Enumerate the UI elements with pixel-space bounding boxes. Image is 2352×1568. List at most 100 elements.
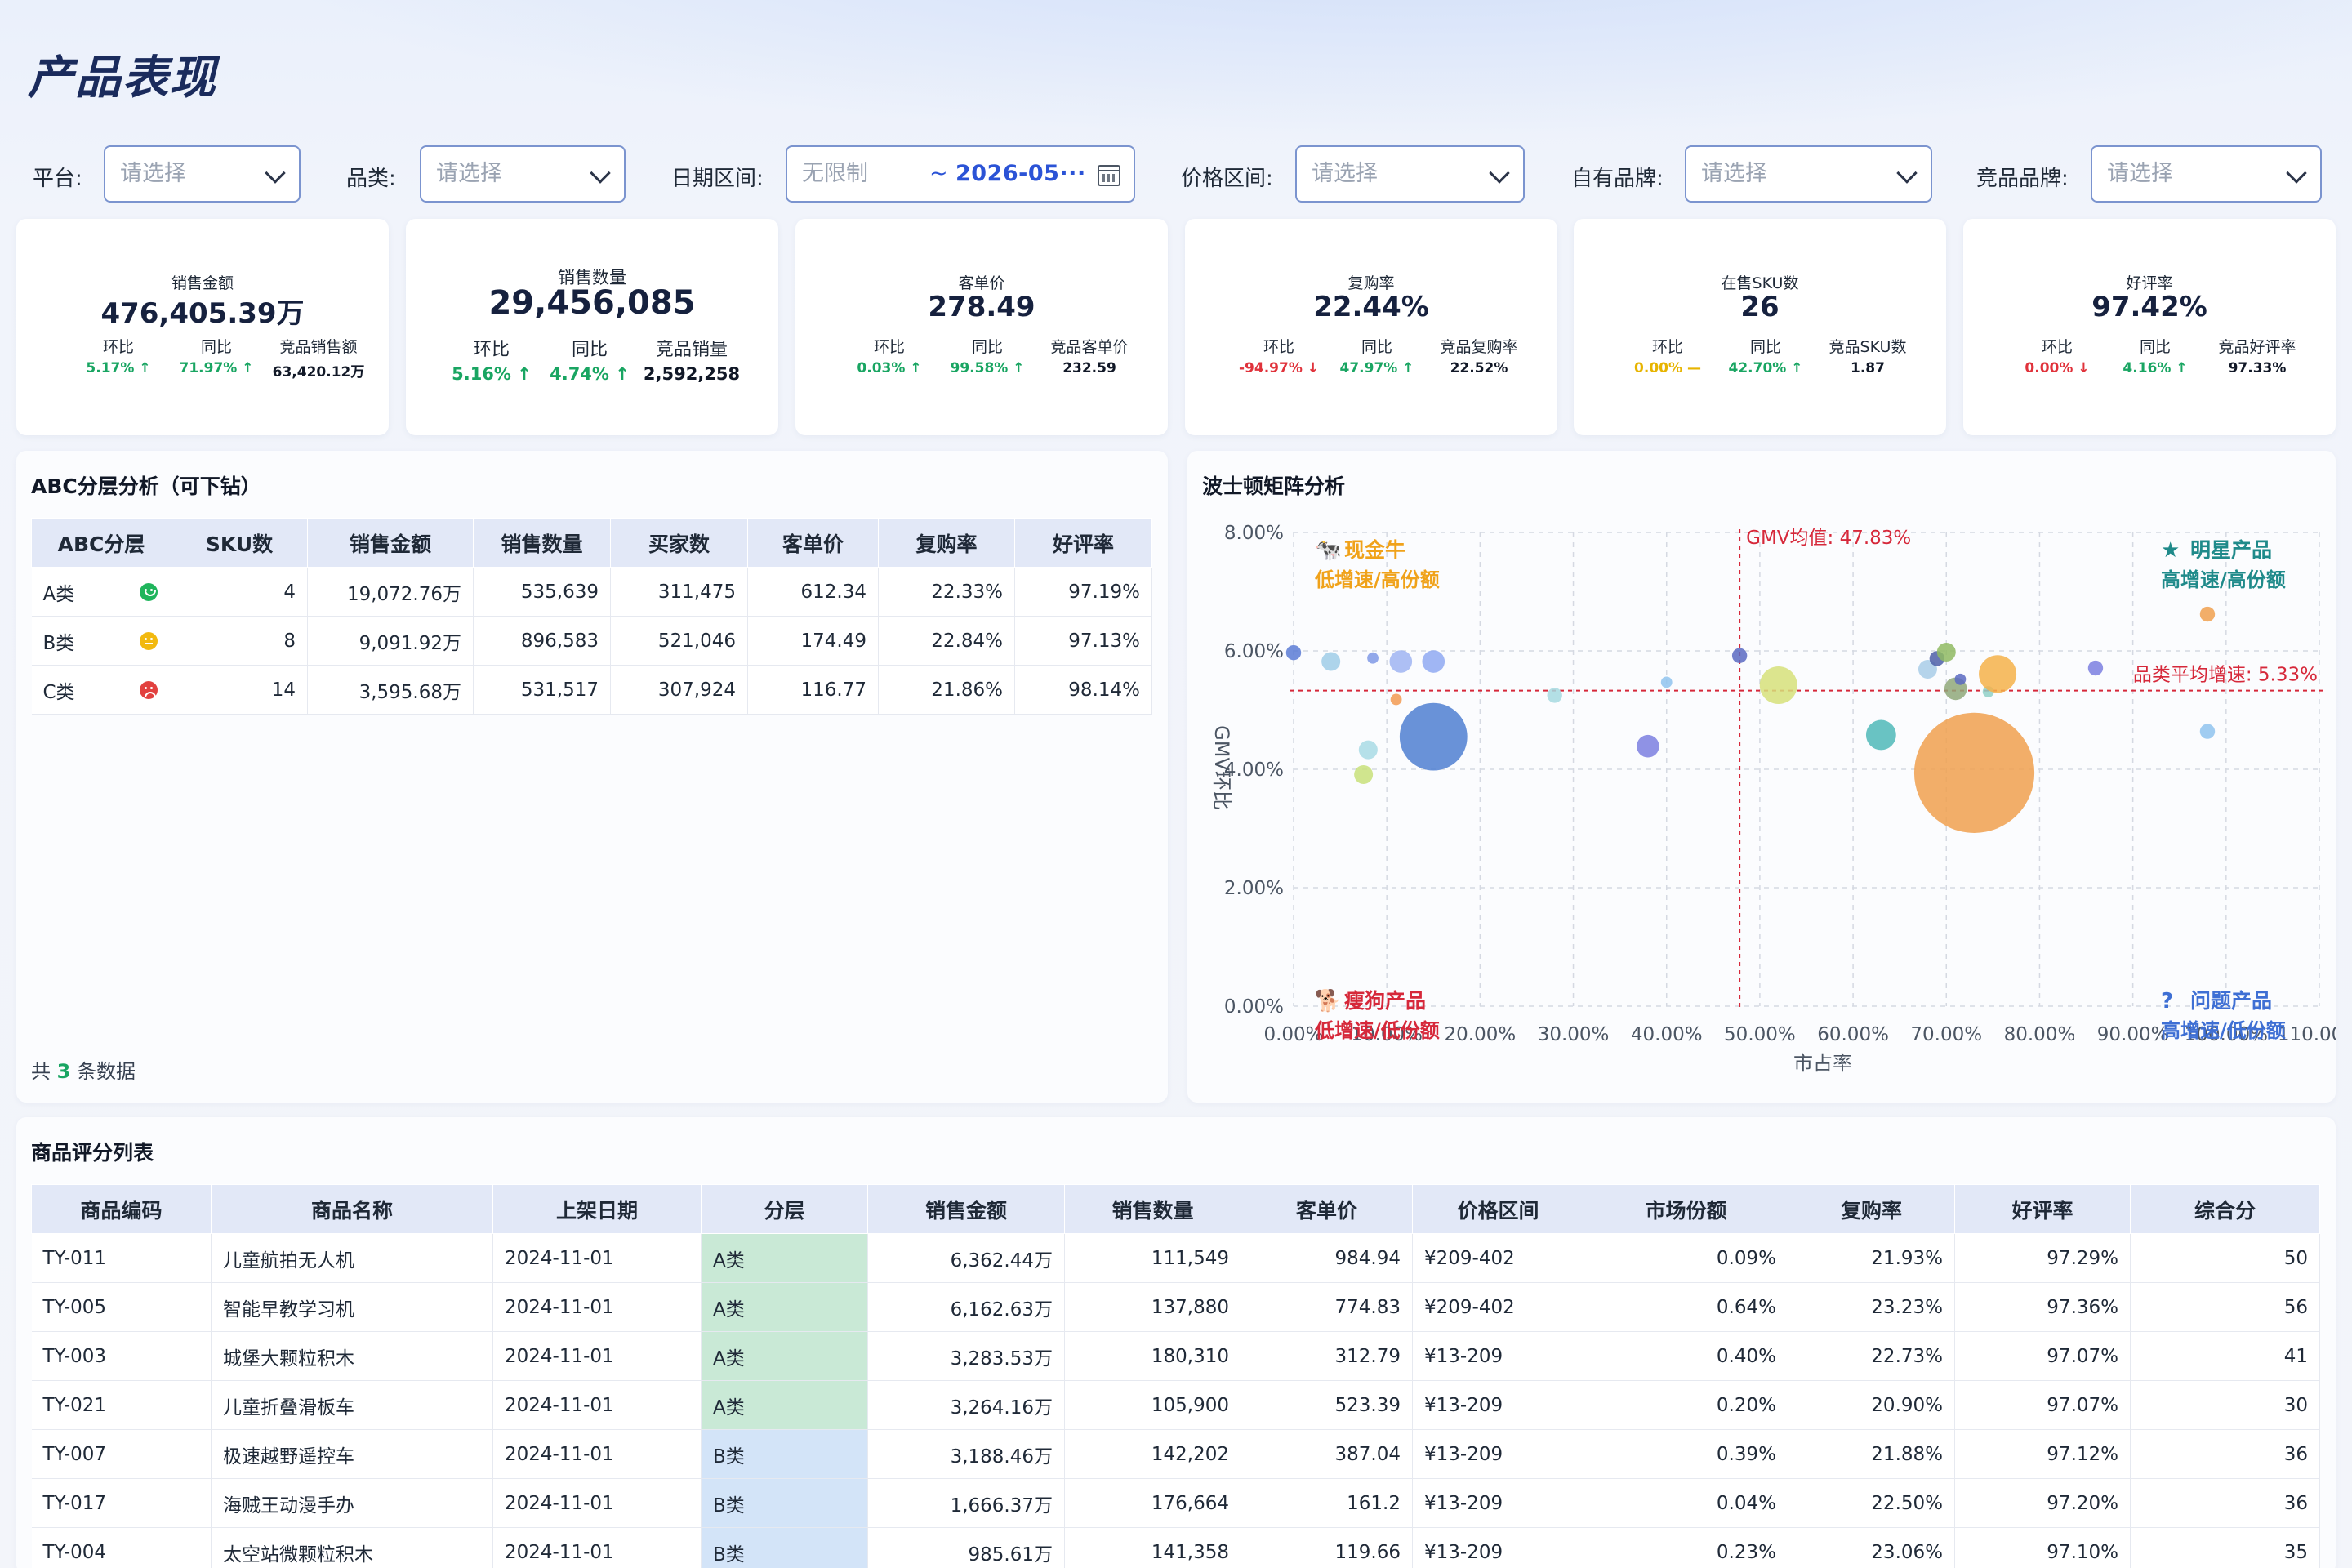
scatter-point[interactable] <box>1913 712 2035 833</box>
kpi-competitor: 竞品销售额 63,420.12万 <box>261 335 376 381</box>
column-header[interactable]: 复购率 <box>878 518 1015 568</box>
scatter-point[interactable] <box>1918 659 1937 679</box>
scatter-point[interactable] <box>1285 644 1302 661</box>
scatter-point[interactable] <box>1321 652 1341 671</box>
column-header[interactable]: 商品名称 <box>211 1184 493 1234</box>
price-range-cell: ¥13-209 <box>1412 1478 1584 1528</box>
tier-cell: A类 <box>701 1282 868 1332</box>
kpi-sub-label: 竞品好评率 <box>2218 338 2296 356</box>
column-header[interactable]: 复购率 <box>1788 1184 1955 1234</box>
scatter-point[interactable] <box>2199 606 2216 622</box>
abc-row-b[interactable]: B类 8 9,091.92万 896,583 521,046 174.49 22… <box>31 616 1152 666</box>
y-axis-title: GMV环比 <box>1210 725 1233 810</box>
competitor-brand-select[interactable]: 请选择 <box>2091 145 2322 203</box>
scatter-point[interactable] <box>1399 702 1468 771</box>
kpi-sub-value: 0.03% ↑ <box>857 360 922 376</box>
kpi-sub-label: 环比 <box>1651 338 1683 356</box>
price-range-cell: ¥13-209 <box>1412 1429 1584 1479</box>
scatter-point[interactable] <box>1547 688 1562 703</box>
kpi-value: 26 <box>1740 291 1780 323</box>
column-header[interactable]: 销售数量 <box>473 518 611 568</box>
y-tick-label: 0.00% <box>1224 996 1284 1018</box>
column-header[interactable]: 客单价 <box>1241 1184 1413 1234</box>
table-cell: 4 <box>171 567 308 617</box>
table-cell: 116.77 <box>747 665 879 715</box>
column-header[interactable]: 买家数 <box>610 518 748 568</box>
own-brand-select[interactable]: 请选择 <box>1685 145 1932 203</box>
scatter-point[interactable] <box>1936 642 1956 662</box>
column-header[interactable]: 分层 <box>701 1184 868 1234</box>
price-range-cell: ¥13-209 <box>1412 1527 1584 1568</box>
kpi-sub-value: 47.97% ↑ <box>1339 360 1414 376</box>
kpi-mom: 环比 0.03% ↑ <box>832 335 947 376</box>
platform-select[interactable]: 请选择 <box>104 145 301 203</box>
bcg-scatter-chart[interactable]: 0.00% 10.00% 20.00% 30.00% 40.00% 50.00% 60.00… <box>1187 451 2336 1102</box>
scatter-point[interactable] <box>1367 652 1379 664</box>
scatter-point[interactable] <box>1358 740 1378 760</box>
market-share-cell: 0.04% <box>1584 1478 1788 1528</box>
column-header[interactable]: 市场份额 <box>1584 1184 1788 1234</box>
category-select[interactable]: 请选择 <box>420 145 626 203</box>
column-header[interactable]: ABC分层 <box>31 518 172 568</box>
abc-row-c[interactable]: C类 14 3,595.68万 531,517 307,924 116.77 2… <box>31 665 1152 715</box>
y-tick-label: 8.00% <box>1224 523 1284 544</box>
column-header[interactable]: 客单价 <box>747 518 879 568</box>
scatter-point[interactable] <box>1390 693 1402 706</box>
x-tick-label: 20.00% <box>1445 1024 1517 1045</box>
kpi-mom: 环比 5.16% ↑ <box>434 335 549 384</box>
record-count-number: 3 <box>56 1060 71 1083</box>
sales-amount-cell: 3,188.46万 <box>867 1429 1065 1479</box>
date-start: 无限制 <box>802 161 868 186</box>
date-end: 2026-05··· <box>956 161 1086 186</box>
column-header[interactable]: SKU数 <box>171 518 308 568</box>
x-tick-label: 0.00% <box>1263 1024 1323 1045</box>
table-cell: 896,583 <box>473 616 611 666</box>
scatter-point[interactable] <box>1759 666 1797 705</box>
kpi-sub-value: 2,592,258 <box>643 364 741 384</box>
table-row[interactable]: TY-017 海贼王动漫手办 2024-11-01 B类 1,666.37万 176,66… <box>31 1478 2320 1528</box>
column-header[interactable]: 上架日期 <box>492 1184 702 1234</box>
scatter-point[interactable] <box>1389 650 1413 673</box>
scatter-point[interactable] <box>2199 724 2216 739</box>
avg-order-value-cell: 774.83 <box>1241 1282 1413 1332</box>
avg-order-value-cell: 387.04 <box>1241 1429 1413 1479</box>
y-tick-label: 6.00% <box>1224 641 1284 662</box>
table-row[interactable]: TY-004 太空站微颗粒积木 2024-11-01 B类 985.61万 141,358… <box>31 1527 2320 1568</box>
listing-date-cell: 2024-11-01 <box>492 1527 702 1568</box>
scatter-point[interactable] <box>1979 655 2017 693</box>
column-header[interactable]: 销售数量 <box>1064 1184 1241 1234</box>
scatter-point[interactable] <box>1731 648 1748 663</box>
table-row[interactable]: TY-007 极速越野遥控车 2024-11-01 B类 3,188.46万 142,20… <box>31 1429 2320 1479</box>
table-row[interactable]: TY-011 儿童航拍无人机 2024-11-01 A类 6,362.44万 111,54… <box>31 1233 2320 1283</box>
abc-row-a[interactable]: A类 4 19,072.76万 535,639 311,475 612.34 2… <box>31 567 1152 617</box>
scatter-point[interactable] <box>1354 765 1374 785</box>
scatter-point[interactable] <box>1865 719 1896 751</box>
positive-rating-cell: 97.29% <box>1954 1233 2131 1283</box>
column-header[interactable]: 好评率 <box>1014 518 1152 568</box>
table-row[interactable]: TY-003 城堡大颗粒积木 2024-11-01 A类 3,283.53万 180,31… <box>31 1331 2320 1381</box>
record-count-suffix: 条数据 <box>76 1060 136 1083</box>
quadrant-name: 现金牛 <box>1344 538 1405 562</box>
kpi-sub-value: 5.17% ↑ <box>86 360 151 376</box>
table-row[interactable]: TY-005 智能早教学习机 2024-11-01 A类 6,162.63万 137,88… <box>31 1282 2320 1332</box>
column-header[interactable]: 销售金额 <box>307 518 474 568</box>
sales-volume-cell: 176,664 <box>1064 1478 1241 1528</box>
column-header[interactable]: 好评率 <box>1954 1184 2131 1234</box>
column-header[interactable]: 价格区间 <box>1412 1184 1584 1234</box>
column-header[interactable]: 销售金额 <box>867 1184 1065 1234</box>
market-share-cell: 0.20% <box>1584 1380 1788 1430</box>
scatter-point[interactable] <box>1954 673 1967 685</box>
column-header[interactable]: 综合分 <box>2130 1184 2320 1234</box>
price-range-select[interactable]: 请选择 <box>1295 145 1525 203</box>
kpi-sub-label: 竞品SKU数 <box>1829 338 1907 356</box>
table-row[interactable]: TY-021 儿童折叠滑板车 2024-11-01 A类 3,264.16万 105,90… <box>31 1380 2320 1430</box>
listing-date-cell: 2024-11-01 <box>492 1233 702 1283</box>
scatter-point[interactable] <box>1660 676 1673 688</box>
scatter-point[interactable] <box>1422 650 1446 673</box>
scatter-point[interactable] <box>1637 734 1659 758</box>
sales-amount-cell: 6,362.44万 <box>867 1233 1065 1283</box>
scatter-point[interactable] <box>2087 660 2104 676</box>
column-header[interactable]: 商品编码 <box>31 1184 212 1234</box>
date-range-picker[interactable]: 无限制 ~ 2026-05··· <box>786 145 1135 203</box>
calendar-icon[interactable] <box>1098 165 1120 186</box>
